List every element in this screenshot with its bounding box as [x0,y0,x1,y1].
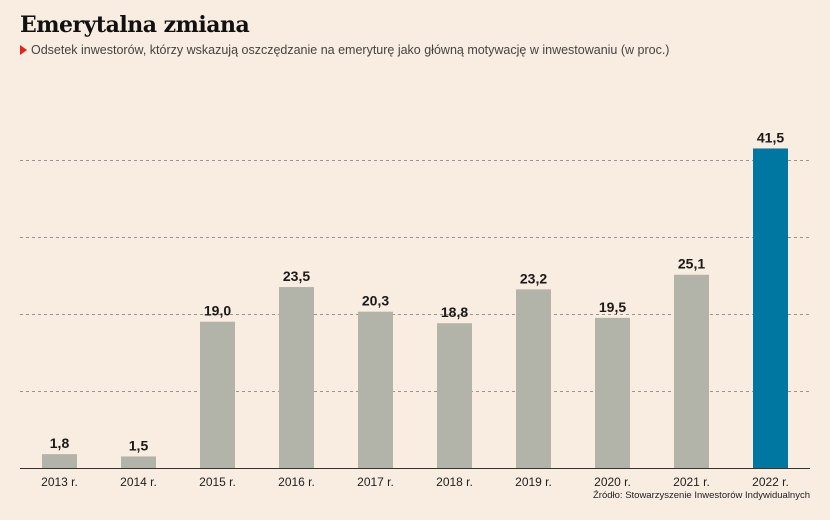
bar [358,311,393,468]
value-label: 1,8 [50,435,70,451]
value-label: 23,2 [520,270,547,286]
category-label: 2021 r. [673,475,710,489]
source-note: Źródło: Stowarzyszenie Inwestorów Indywi… [592,490,810,501]
value-label: 1,5 [129,437,149,453]
category-label: 2013 r. [41,475,78,489]
bar [121,456,156,468]
chart-subtitle: Odsetek inwestorów, którzy wskazują oszc… [31,43,670,57]
bar [674,274,709,468]
bar [42,454,77,468]
category-label: 2017 r. [357,475,394,489]
bar [516,289,551,468]
value-label: 18,8 [441,304,468,320]
category-label: 2020 r. [594,475,631,489]
value-label: 25,1 [678,256,705,272]
bar [200,321,235,468]
category-label: 2019 r. [515,475,552,489]
category-label: 2014 r. [120,475,157,489]
value-label: 20,3 [362,293,389,309]
category-label: 2016 r. [278,475,315,489]
chart-title: Emerytalna zmiana [20,12,250,38]
bar [595,317,630,468]
category-label: 2022 r. [752,475,789,489]
category-label: 2018 r. [436,475,473,489]
bar [753,148,788,468]
category-label: 2015 r. [199,475,236,489]
value-label: 41,5 [757,129,784,145]
bar [279,287,314,468]
subtitle-row: Odsetek inwestorów, którzy wskazują oszc… [20,43,669,57]
value-label: 19,0 [204,303,231,319]
value-label: 23,5 [283,268,310,284]
bar [437,323,472,468]
value-label: 19,5 [599,299,626,315]
red-triangle-marker-icon [20,45,27,55]
